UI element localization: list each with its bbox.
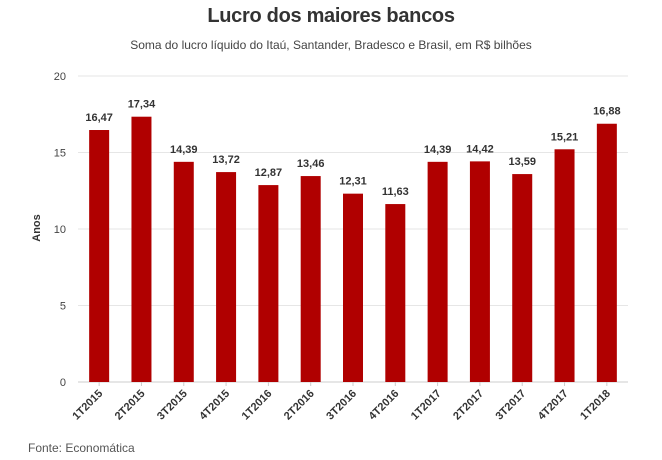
y-tick-label: 15	[54, 148, 66, 160]
source-note: Fonte: Economática	[28, 441, 135, 455]
bar	[300, 176, 321, 382]
bar	[216, 172, 237, 382]
x-tick-label: 4T2015	[197, 388, 232, 423]
data-label: 12,31	[339, 176, 367, 188]
data-label: 14,39	[170, 144, 198, 156]
bar	[554, 149, 575, 382]
y-tick-label: 0	[60, 377, 66, 389]
data-label: 13,72	[212, 154, 240, 166]
bar	[89, 130, 110, 382]
data-label: 14,42	[466, 143, 494, 155]
data-label: 16,47	[85, 112, 113, 124]
data-label: 11,63	[382, 186, 409, 198]
bars	[89, 116, 617, 383]
bar	[596, 123, 617, 383]
data-label: 14,39	[424, 144, 452, 156]
x-tick-label: 3T2017	[493, 388, 528, 423]
y-axis-title: Anos	[31, 214, 43, 242]
bar	[258, 185, 279, 382]
data-label: 13,46	[297, 158, 325, 170]
bar	[512, 174, 533, 382]
data-label: 15,21	[551, 131, 579, 143]
x-tick-label: 1T2018	[578, 388, 613, 423]
x-tick-label: 1T2016	[240, 388, 275, 423]
bar	[343, 193, 363, 382]
x-tick-label: 2T2015	[113, 388, 148, 423]
data-label: 13,59	[508, 156, 536, 168]
y-tick-label: 20	[54, 71, 66, 83]
data-label: 12,87	[255, 167, 283, 179]
x-tick-label: 2T2016	[282, 388, 317, 423]
bar	[469, 161, 490, 382]
y-axis-ticks: 0 5 10 15 20	[54, 71, 66, 389]
x-tick-label: 4T2016	[367, 388, 402, 423]
bar	[131, 116, 152, 382]
bar	[385, 204, 406, 382]
data-label: 17,34	[128, 99, 156, 111]
x-axis-ticks: 1T2015 2T2015 3T2015 4T2015 1T2016 2T2016 3T20…	[70, 382, 613, 423]
data-label: 16,88	[593, 106, 621, 118]
x-tick-label: 4T2017	[536, 388, 571, 423]
bar	[173, 161, 194, 382]
bar	[427, 161, 448, 382]
x-tick-label: 3T2016	[324, 388, 359, 423]
x-tick-label: 1T2015	[70, 388, 105, 423]
x-tick-label: 3T2015	[155, 388, 190, 423]
x-tick-label: 2T2017	[451, 388, 486, 423]
chart-title: Lucro dos maiores bancos	[207, 5, 455, 27]
y-tick-label: 10	[54, 224, 66, 236]
chart-subtitle: Soma do lucro líquido do Itaú, Santander…	[130, 38, 532, 52]
data-labels: 16,47 17,34 14,39 13,72 12,87 13,46 12,31 11,63…	[85, 99, 620, 198]
y-tick-label: 5	[60, 301, 66, 313]
x-tick-label: 1T2017	[409, 388, 444, 423]
